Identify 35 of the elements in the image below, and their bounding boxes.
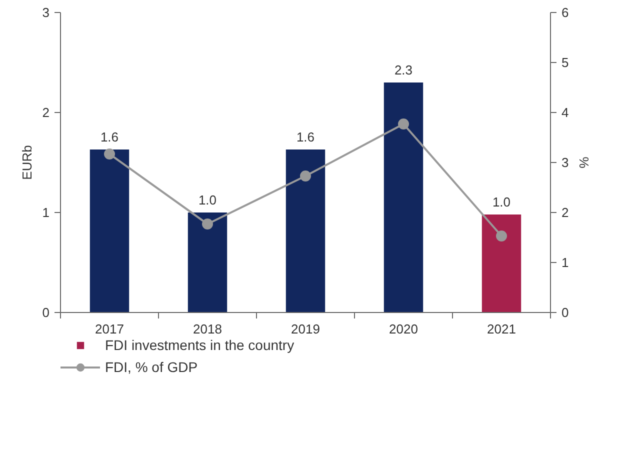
y-tick-label: 2 [42, 105, 50, 120]
y2-tick-label: 4 [562, 105, 569, 120]
y-axis-title: EURb [19, 145, 34, 180]
bar [384, 82, 424, 312]
point [202, 218, 213, 230]
bar [482, 214, 522, 312]
legend-label: FDI, % of GDP [105, 359, 198, 375]
data-label: 1.0 [198, 192, 217, 208]
y-tick-label: 1 [42, 205, 50, 220]
x-tick-label: 2017 [95, 322, 124, 336]
x-tick-label: 2020 [389, 322, 418, 336]
y2-tick-label: 3 [562, 155, 569, 170]
point [104, 148, 115, 160]
x-tick-label: 2019 [291, 322, 320, 336]
y2-tick-label: 2 [562, 205, 569, 220]
x-tick-label: 2021 [487, 322, 516, 336]
point [300, 170, 311, 182]
y2-axis-title: % [576, 156, 592, 169]
point [496, 230, 507, 242]
y2-tick-label: 1 [562, 255, 569, 270]
y2-tick-label: 0 [562, 305, 569, 320]
x-tick-label: 2018 [193, 322, 222, 336]
bar [188, 212, 228, 312]
bar [90, 150, 130, 312]
point [398, 118, 409, 130]
data-label: 1.6 [100, 130, 119, 144]
y-tick-label: 3 [42, 5, 50, 20]
y-tick-label: 0 [42, 305, 50, 320]
data-label: 1.0 [492, 194, 511, 210]
data-label: 2.3 [394, 62, 413, 78]
y2-tick-label: 6 [562, 5, 569, 20]
data-label: 1.6 [296, 130, 315, 144]
y2-tick-label: 5 [562, 55, 569, 70]
legend-label: FDI investments in the country [105, 337, 294, 353]
bar [286, 150, 326, 312]
